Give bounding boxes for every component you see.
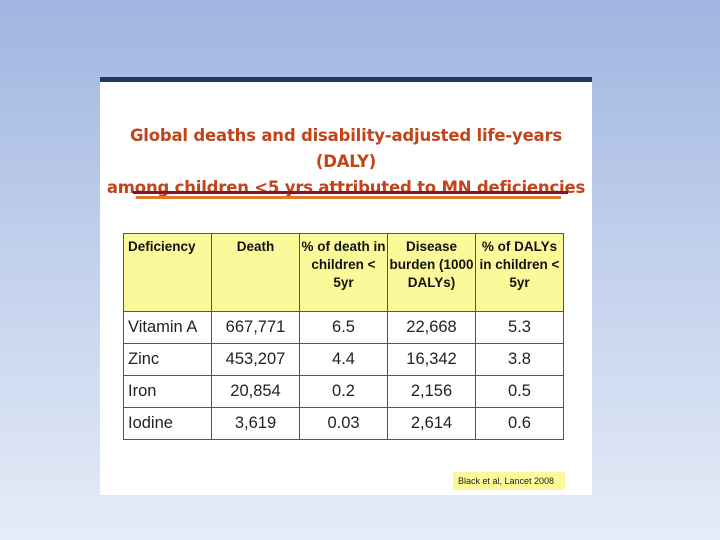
- cell-pct-dalys: 5.3: [475, 311, 564, 344]
- cell-death: 667,771: [211, 311, 300, 344]
- cell-pct-death: 4.4: [299, 343, 388, 376]
- header-disease-burden: Disease burden (1000 DALYs): [387, 233, 476, 312]
- deficiency-table: Deficiency Death % of death in children …: [123, 233, 564, 440]
- table-header-row: Deficiency Death % of death in children …: [123, 233, 564, 312]
- cell-disease-burden: 22,668: [387, 311, 476, 344]
- top-rule: [100, 77, 592, 82]
- table-row: Iron 20,854 0.2 2,156 0.5: [123, 375, 564, 408]
- title-line-1: Global deaths and disability-adjusted li…: [129, 126, 563, 171]
- header-death: Death: [211, 233, 300, 312]
- slide-title: Global deaths and disability-adjusted li…: [100, 123, 592, 201]
- cell-death: 453,207: [211, 343, 300, 376]
- slide-card: Global deaths and disability-adjusted li…: [100, 77, 592, 495]
- cell-death: 20,854: [211, 375, 300, 408]
- cell-disease-burden: 2,614: [387, 407, 476, 440]
- cell-disease-burden: 16,342: [387, 343, 476, 376]
- header-pct-death: % of death in children < 5yr: [299, 233, 388, 312]
- table-row: Zinc 453,207 4.4 16,342 3.8: [123, 343, 564, 376]
- divider-red: [133, 191, 568, 194]
- cell-pct-death: 0.2: [299, 375, 388, 408]
- table-row: Iodine 3,619 0.03 2,614 0.6: [123, 407, 564, 440]
- cell-deficiency: Zinc: [123, 343, 212, 376]
- cell-disease-burden: 2,156: [387, 375, 476, 408]
- table-row: Vitamin A 667,771 6.5 22,668 5.3: [123, 311, 564, 344]
- cell-death: 3,619: [211, 407, 300, 440]
- cell-pct-death: 0.03: [299, 407, 388, 440]
- cell-pct-dalys: 0.5: [475, 375, 564, 408]
- cell-pct-dalys: 3.8: [475, 343, 564, 376]
- header-pct-dalys: % of DALYs in children < 5yr: [475, 233, 564, 312]
- cell-pct-dalys: 0.6: [475, 407, 564, 440]
- cell-deficiency: Iron: [123, 375, 212, 408]
- cell-deficiency: Iodine: [123, 407, 212, 440]
- divider-orange: [136, 196, 561, 199]
- header-deficiency: Deficiency: [123, 233, 212, 312]
- citation: Black et al, Lancet 2008: [453, 472, 565, 490]
- cell-deficiency: Vitamin A: [123, 311, 212, 344]
- cell-pct-death: 6.5: [299, 311, 388, 344]
